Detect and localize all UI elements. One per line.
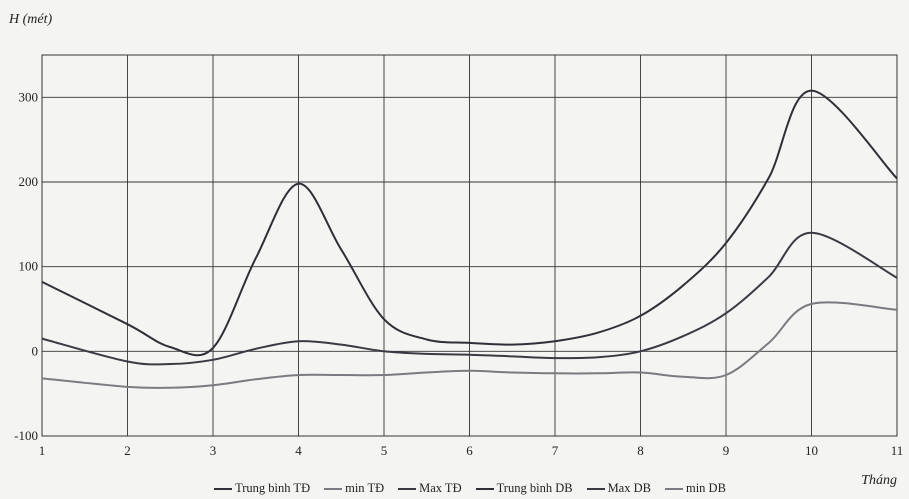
legend-swatch (475, 487, 494, 490)
legend-item: Max DB (586, 481, 651, 496)
series-line (41, 231, 898, 366)
legend-swatch (398, 487, 417, 490)
legend-item: min TĐ (324, 481, 384, 496)
series-line (41, 301, 898, 389)
y-tick-label: -100 (14, 428, 38, 443)
legend-item: Trung bình DB (475, 481, 573, 496)
legend-swatch (586, 487, 605, 490)
x-axis-label: Tháng (861, 473, 897, 488)
x-tick-label: 11 (891, 443, 904, 458)
x-tick-label: 1 (39, 443, 46, 458)
x-tick-label: 8 (637, 443, 644, 458)
chart-legend: Trung bình TĐ min TĐ Max TĐ Trung bình D… (150, 481, 790, 496)
y-axis-label: H (mét) (9, 12, 53, 27)
legend-item: min DB (664, 481, 726, 496)
legend-label: Max TĐ (419, 481, 462, 495)
legend-item: Trung bình TĐ (214, 481, 310, 496)
x-tick-label: 6 (466, 443, 473, 458)
y-tick-label: 0 (32, 343, 39, 358)
legend-swatch (214, 487, 233, 490)
legend-swatch (664, 487, 683, 490)
legend-label: Max DB (607, 481, 651, 495)
x-tick-label: 5 (381, 443, 388, 458)
legend-label: Trung bình DB (496, 481, 573, 495)
y-tick-label: 200 (19, 174, 39, 189)
x-tick-label: 9 (723, 443, 730, 458)
legend-item: Max TĐ (398, 481, 462, 496)
legend-swatch (324, 487, 343, 490)
series-line (41, 89, 898, 357)
x-tick-label: 7 (552, 443, 559, 458)
x-tick-label: 3 (210, 443, 217, 458)
legend-label: min TĐ (345, 481, 385, 495)
x-tick-label: 10 (805, 443, 818, 458)
legend-label: min DB (685, 481, 726, 495)
x-tick-label: 2 (124, 443, 131, 458)
legend-label: Trung bình TĐ (235, 481, 311, 495)
x-tick-label: 4 (295, 443, 302, 458)
y-tick-label: 100 (19, 259, 39, 274)
y-tick-label: 300 (19, 89, 39, 104)
